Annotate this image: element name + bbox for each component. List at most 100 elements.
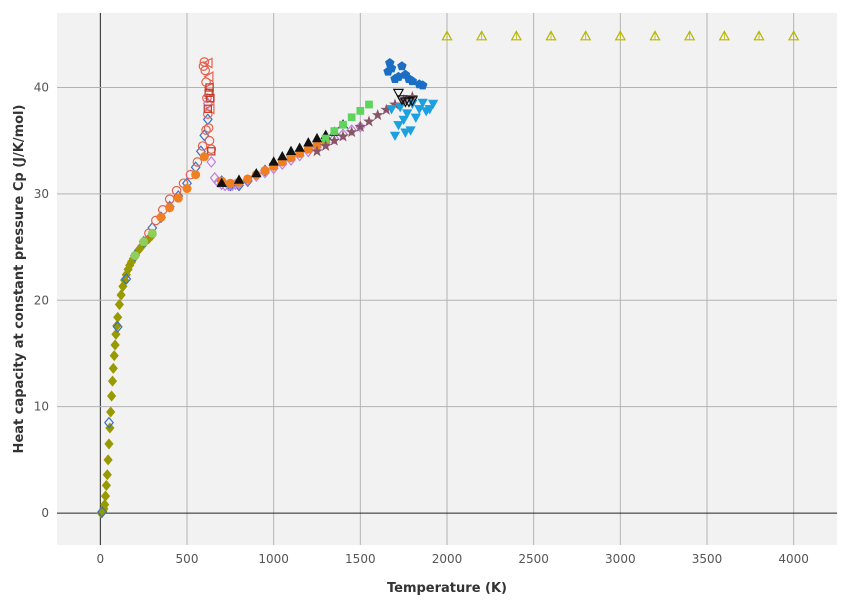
- data-point: [441, 30, 453, 41]
- data-point: [268, 156, 279, 166]
- data-point: [121, 273, 132, 285]
- data-point: [116, 289, 126, 301]
- data-point: [203, 71, 214, 83]
- data-point: [510, 30, 523, 41]
- data-point: [199, 152, 209, 162]
- data-point: [347, 113, 356, 122]
- data-point: [396, 95, 408, 106]
- y-tick-label: 30: [34, 187, 49, 201]
- data-point: [356, 107, 365, 115]
- data-point: [203, 123, 214, 133]
- series-13: [383, 58, 428, 90]
- data-point: [417, 80, 428, 90]
- data-point: [365, 100, 373, 109]
- data-point: [114, 299, 124, 311]
- data-point: [206, 155, 217, 168]
- data-point: [233, 174, 245, 184]
- data-point: [216, 177, 227, 187]
- series-8: [130, 228, 157, 261]
- data-point: [371, 109, 384, 121]
- data-point: [649, 30, 661, 41]
- data-point: [614, 30, 627, 41]
- x-tick-label: 4000: [778, 552, 809, 566]
- data-point: [207, 147, 216, 156]
- data-point: [328, 134, 341, 146]
- y-tick-label: 40: [34, 80, 49, 94]
- grid: [57, 13, 837, 545]
- data-point: [417, 98, 428, 109]
- data-point: [303, 137, 314, 147]
- data-point: [363, 115, 375, 127]
- data-point: [103, 454, 113, 466]
- data-point: [104, 438, 114, 450]
- data-point: [100, 490, 111, 502]
- x-tick-label: 0: [97, 552, 105, 566]
- data-point: [206, 93, 215, 103]
- data-point: [401, 109, 413, 119]
- data-point: [339, 120, 347, 129]
- data-point: [392, 88, 405, 100]
- data-point: [386, 105, 397, 115]
- data-point: [107, 390, 117, 402]
- data-point: [206, 144, 217, 154]
- data-point: [191, 170, 201, 180]
- data-point: [354, 120, 367, 132]
- data-point: [260, 165, 270, 175]
- data-point: [424, 105, 435, 115]
- x-tick-label: 1500: [345, 552, 376, 566]
- x-tick-label: 2500: [518, 552, 549, 566]
- data-point: [197, 141, 208, 151]
- series-12: [386, 98, 439, 142]
- data-point: [192, 157, 203, 167]
- data-point: [102, 469, 112, 481]
- data-point: [109, 350, 119, 362]
- data-point: [139, 237, 149, 247]
- data-point: [330, 127, 339, 135]
- data-point: [329, 132, 340, 145]
- data-point: [165, 203, 175, 213]
- data-point: [205, 83, 214, 92]
- series-14: [392, 88, 419, 108]
- data-point: [386, 63, 397, 73]
- data-point: [204, 103, 215, 115]
- series-layer: [96, 30, 800, 519]
- data-point: [405, 126, 416, 136]
- data-point: [285, 145, 297, 155]
- data-point: [395, 103, 406, 113]
- data-point: [147, 228, 157, 238]
- data-point: [277, 150, 288, 161]
- data-point: [107, 375, 118, 387]
- data-point: [225, 178, 235, 188]
- data-point: [427, 99, 439, 110]
- data-point: [545, 30, 557, 41]
- data-point: [97, 506, 108, 519]
- data-point: [130, 251, 140, 261]
- y-tick-label: 0: [41, 506, 49, 520]
- data-point: [200, 65, 210, 76]
- data-point: [311, 145, 323, 157]
- y-tick-label: 10: [34, 400, 49, 414]
- data-point: [156, 212, 166, 222]
- data-point: [410, 113, 421, 123]
- x-tick-label: 3500: [692, 552, 723, 566]
- data-point: [787, 30, 800, 41]
- data-point: [204, 88, 213, 97]
- series-15: [441, 30, 800, 41]
- x-tick-label: 3000: [605, 552, 636, 566]
- data-point: [173, 193, 183, 203]
- y-tick-label: 20: [34, 293, 49, 307]
- data-point: [579, 30, 592, 41]
- data-point: [337, 130, 349, 142]
- data-point: [393, 121, 404, 131]
- data-point: [101, 479, 111, 491]
- series-2: [198, 57, 217, 154]
- data-point: [389, 131, 401, 142]
- data-point: [106, 406, 116, 418]
- data-point: [475, 30, 488, 41]
- data-point: [338, 128, 348, 141]
- data-point: [294, 142, 305, 152]
- data-point: [311, 132, 323, 143]
- data-point: [346, 124, 357, 137]
- x-axis-title: Temperature (K): [387, 581, 507, 596]
